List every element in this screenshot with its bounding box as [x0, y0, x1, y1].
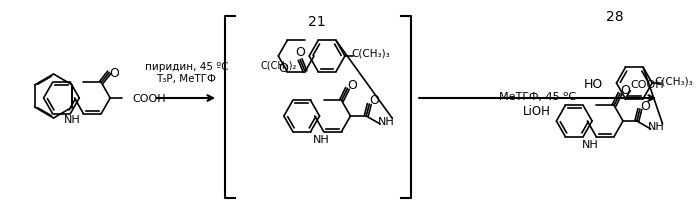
Text: NH: NH — [378, 116, 395, 126]
Text: O: O — [109, 67, 119, 80]
Text: O: O — [640, 99, 650, 112]
Text: O: O — [296, 46, 305, 59]
Text: O: O — [620, 83, 630, 96]
Text: O: O — [348, 78, 358, 91]
Text: NH: NH — [63, 114, 80, 124]
Text: O: O — [369, 94, 379, 107]
Text: O: O — [278, 62, 289, 75]
Text: COOH: COOH — [132, 94, 166, 103]
Text: COOH: COOH — [630, 79, 664, 89]
Text: NH: NH — [648, 121, 665, 131]
Text: NH: NH — [314, 134, 330, 144]
Text: NH: NH — [582, 139, 599, 149]
Text: T₃P, МеТГФ: T₃P, МеТГФ — [156, 74, 216, 84]
Text: C(CH₃)₃: C(CH₃)₃ — [351, 49, 390, 59]
Text: МеТГФ, 45 ºC: МеТГФ, 45 ºC — [498, 91, 576, 102]
Text: 28: 28 — [606, 10, 623, 24]
Text: LiOH: LiOH — [523, 105, 551, 118]
Text: 21: 21 — [308, 15, 326, 29]
Text: C(CH₃)₂: C(CH₃)₂ — [260, 60, 296, 70]
Text: пиридин, 45 ºC: пиридин, 45 ºC — [144, 62, 228, 72]
Text: C(CH₃)₃: C(CH₃)₃ — [654, 76, 694, 85]
Text: HO: HO — [583, 77, 603, 90]
